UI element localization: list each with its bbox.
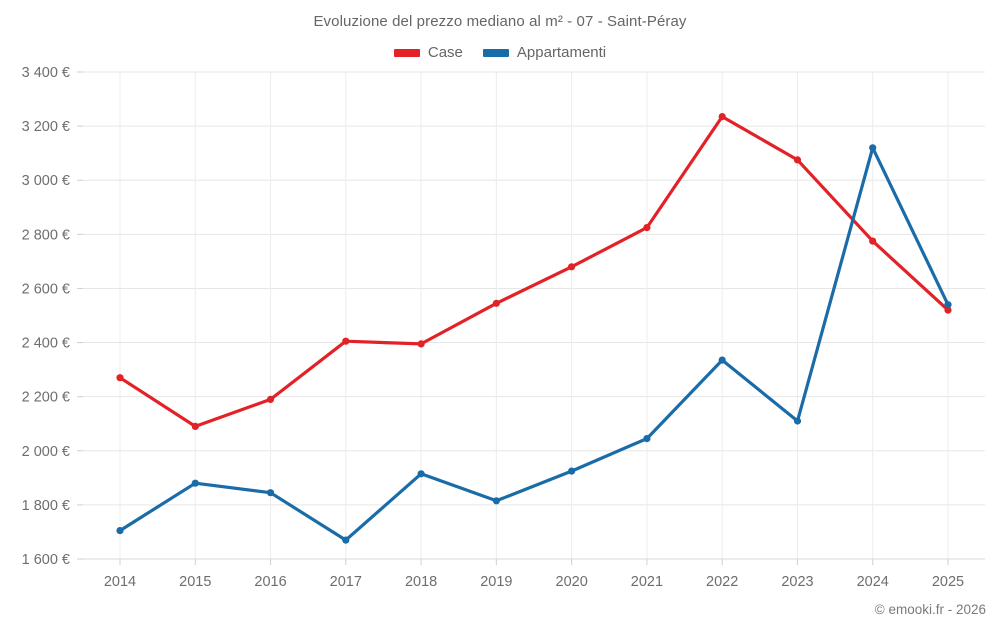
- y-tick-label: 2 800 €: [22, 227, 70, 243]
- x-tick-label: 2020: [556, 574, 588, 590]
- data-point[interactable]: [191, 422, 199, 430]
- y-axis-ticks: 1 600 € 1 800 € 2 000 € 2 200 € 2 400 € 2 600…: [22, 65, 70, 568]
- legend-label-case: Case: [427, 44, 463, 61]
- data-point[interactable]: [568, 263, 576, 271]
- y-tick-label: 1 800 €: [22, 498, 70, 514]
- chart-title: Evoluzione del prezzo mediano al m² - 07…: [313, 13, 687, 30]
- chart-legend: Case Appartamenti: [0, 44, 1000, 61]
- legend-label-appartamenti: Appartamenti: [516, 44, 607, 61]
- x-tick-label: 2019: [480, 574, 512, 590]
- data-point[interactable]: [342, 536, 350, 544]
- series-line-appartamenti: [118, 146, 950, 542]
- data-point[interactable]: [342, 337, 350, 345]
- y-tick-label: 3 000 €: [22, 173, 70, 189]
- y-tick-label: 2 400 €: [22, 336, 70, 352]
- data-point[interactable]: [718, 113, 726, 121]
- y-tick-label: 2 200 €: [22, 390, 70, 406]
- x-axis-ticks: 2014 2015 2016 2017 2018 2019 2020 2021 2022 2023…: [104, 574, 964, 590]
- x-tick-label: 2014: [104, 574, 136, 590]
- data-point[interactable]: [718, 356, 726, 364]
- x-tick-label: 2025: [932, 574, 964, 590]
- data-point[interactable]: [116, 374, 124, 382]
- data-point[interactable]: [869, 237, 877, 245]
- data-point[interactable]: [417, 340, 425, 348]
- y-tick-label: 2 600 €: [22, 281, 70, 297]
- data-point[interactable]: [643, 435, 651, 443]
- x-tick-label: 2021: [631, 574, 663, 590]
- data-point[interactable]: [869, 144, 877, 152]
- data-point[interactable]: [492, 497, 500, 505]
- x-tick-label: 2023: [781, 574, 813, 590]
- x-tick-label: 2016: [254, 574, 286, 590]
- data-point[interactable]: [643, 224, 651, 232]
- data-point[interactable]: [492, 299, 500, 307]
- grid-lines: [77, 71, 985, 565]
- y-tick-label: 1 600 €: [22, 552, 70, 568]
- data-point[interactable]: [191, 479, 199, 487]
- data-point[interactable]: [944, 306, 952, 314]
- x-tick-label: 2022: [706, 574, 738, 590]
- x-tick-label: 2015: [179, 574, 211, 590]
- legend-item-case[interactable]: Case: [393, 44, 463, 61]
- x-tick-label: 2024: [857, 574, 889, 590]
- y-tick-label: 3 200 €: [22, 119, 70, 135]
- data-point[interactable]: [793, 156, 802, 164]
- data-series-layer: [116, 113, 952, 544]
- legend-item-appartamenti[interactable]: Appartamenti: [482, 44, 607, 61]
- data-point[interactable]: [568, 467, 576, 475]
- series-line-case: [118, 115, 950, 428]
- data-point[interactable]: [266, 489, 275, 497]
- data-point[interactable]: [793, 417, 802, 425]
- legend-swatch-appartamenti: [482, 48, 509, 57]
- data-point[interactable]: [944, 301, 952, 309]
- data-point[interactable]: [266, 395, 275, 403]
- legend-swatch-case: [393, 48, 420, 57]
- y-tick-label: 2 000 €: [22, 444, 70, 460]
- chart-credit: © emooki.fr - 2026: [874, 602, 986, 617]
- data-point[interactable]: [116, 527, 124, 535]
- y-tick-label: 3 400 €: [22, 65, 70, 81]
- x-tick-label: 2017: [330, 574, 362, 590]
- x-tick-label: 2018: [405, 574, 437, 590]
- data-point[interactable]: [417, 470, 425, 478]
